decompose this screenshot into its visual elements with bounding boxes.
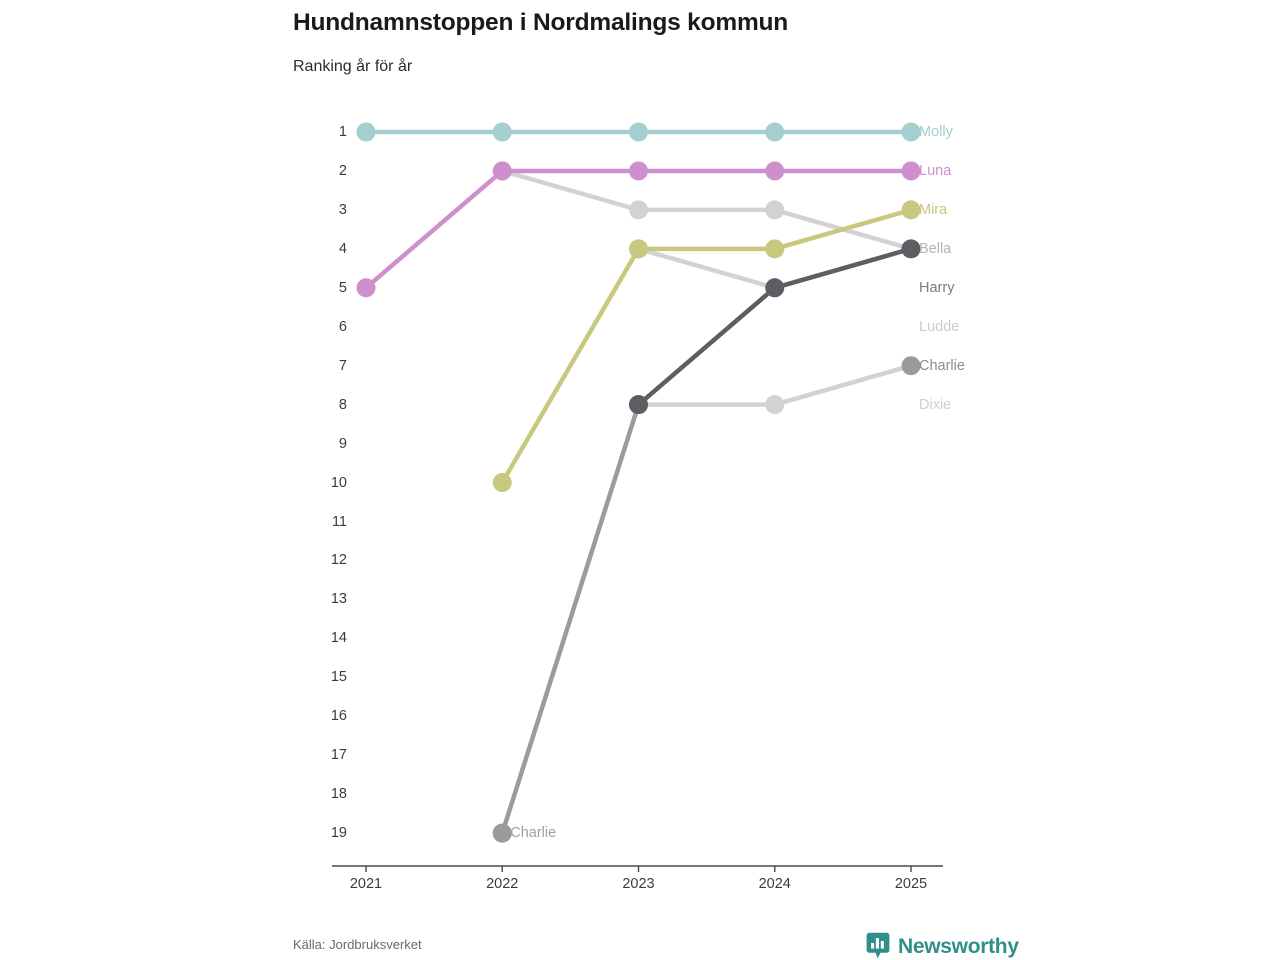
y-axis-tick-17: 17 xyxy=(330,747,347,764)
series-line-mira xyxy=(500,246,641,485)
data-point-mira-2023[interactable] xyxy=(629,239,648,259)
page-title: Hundnamnstoppen i Nordmalings kommun xyxy=(293,9,789,36)
series-label-molly[interactable]: Molly xyxy=(919,124,953,140)
x-axis-tick-2022: 2022 xyxy=(486,876,519,892)
y-axis-tick-11: 11 xyxy=(331,513,347,530)
x-axis-group xyxy=(332,865,943,872)
data-point-dixie-2024[interactable] xyxy=(765,395,785,415)
data-point-ludde-2023[interactable] xyxy=(629,200,648,220)
data-point-charlie-2022-2022[interactable] xyxy=(492,823,512,843)
y-axis-tick-2: 2 xyxy=(338,162,347,179)
series-line-mira xyxy=(772,207,914,252)
bar-chart-logo-icon xyxy=(866,932,890,959)
data-point-mira-2025[interactable] xyxy=(901,200,921,220)
y-axis-tick-16: 16 xyxy=(330,708,347,725)
data-point-molly-2022[interactable] xyxy=(492,122,512,142)
y-axis-tick-4: 4 xyxy=(338,240,347,257)
y-axis-tick-14: 14 xyxy=(330,630,347,647)
data-point-mira-2022[interactable] xyxy=(492,473,512,493)
series-label-dixie[interactable]: Dixie xyxy=(919,396,952,413)
data-point-luna-2025[interactable] xyxy=(901,161,921,181)
series-label-bella[interactable]: Bella xyxy=(919,240,952,257)
y-axis-tick-7: 7 xyxy=(338,357,347,374)
x-axis-tick-2021: 2021 xyxy=(349,876,383,892)
series-line-ludde xyxy=(500,168,641,213)
series-dots-group xyxy=(356,122,921,843)
data-point-charlie-2025[interactable] xyxy=(901,356,921,376)
series-label-ludde[interactable]: Ludde xyxy=(919,318,960,335)
source-note: Källa: Jordbruksverket xyxy=(293,937,422,952)
y-axis-tick-6: 6 xyxy=(338,318,347,335)
y-axis-tick-9: 9 xyxy=(338,435,347,452)
data-point-molly-2023[interactable] xyxy=(629,122,648,142)
series-line-charlie xyxy=(500,402,641,836)
series-line-harry xyxy=(636,246,777,291)
data-point-luna-2022[interactable] xyxy=(492,161,512,181)
chart-subtitle: Ranking år för år xyxy=(293,58,413,75)
y-axis-tick-15: 15 xyxy=(330,669,347,686)
data-point-bella-2025[interactable] xyxy=(901,239,921,259)
series-label-charlie-2022[interactable]: Charlie xyxy=(510,825,557,842)
series-label-luna[interactable]: Luna xyxy=(919,162,952,179)
x-axis-tick-2023: 2023 xyxy=(622,876,655,892)
y-axis-tick-13: 13 xyxy=(330,591,347,608)
x-axis-tick-2025: 2025 xyxy=(894,876,928,892)
series-lines-group xyxy=(363,129,914,836)
x-axis-tick-2024: 2024 xyxy=(758,876,791,892)
logo-wordmark: Newsworthy xyxy=(898,934,1019,958)
series-label-charlie[interactable]: Charlie xyxy=(919,357,965,374)
data-point-molly-2024[interactable] xyxy=(765,122,785,142)
data-point-mira-2024[interactable] xyxy=(765,239,785,259)
data-point-luna-2021[interactable] xyxy=(356,278,376,298)
data-point-molly-2025[interactable] xyxy=(901,122,921,142)
data-point-ludde-2024[interactable] xyxy=(765,200,785,220)
series-label-mira[interactable]: Mira xyxy=(919,201,948,218)
newsworthy-logo[interactable]: Newsworthy xyxy=(866,932,1019,960)
data-point-bella-2023[interactable] xyxy=(629,395,648,415)
y-axis-tick-12: 12 xyxy=(330,552,347,569)
series-line-bella xyxy=(636,285,777,407)
data-point-molly-2021[interactable] xyxy=(356,122,376,142)
data-point-luna-2023[interactable] xyxy=(629,161,648,181)
y-axis-tick-10: 10 xyxy=(330,474,347,491)
y-axis-tick-8: 8 xyxy=(338,396,347,413)
series-line-luna xyxy=(363,168,505,291)
y-axis-tick-19: 19 xyxy=(330,825,347,842)
series-line-bella xyxy=(772,246,914,291)
series-label-harry[interactable]: Harry xyxy=(919,279,955,296)
y-axis-tick-18: 18 xyxy=(330,786,347,803)
series-line-dixie xyxy=(772,363,914,407)
y-axis-tick-1: 1 xyxy=(338,124,347,140)
y-axis-tick-5: 5 xyxy=(338,279,347,296)
data-point-luna-2024[interactable] xyxy=(765,161,785,181)
data-point-bella-2024[interactable] xyxy=(765,278,785,298)
y-axis-tick-3: 3 xyxy=(338,201,347,218)
